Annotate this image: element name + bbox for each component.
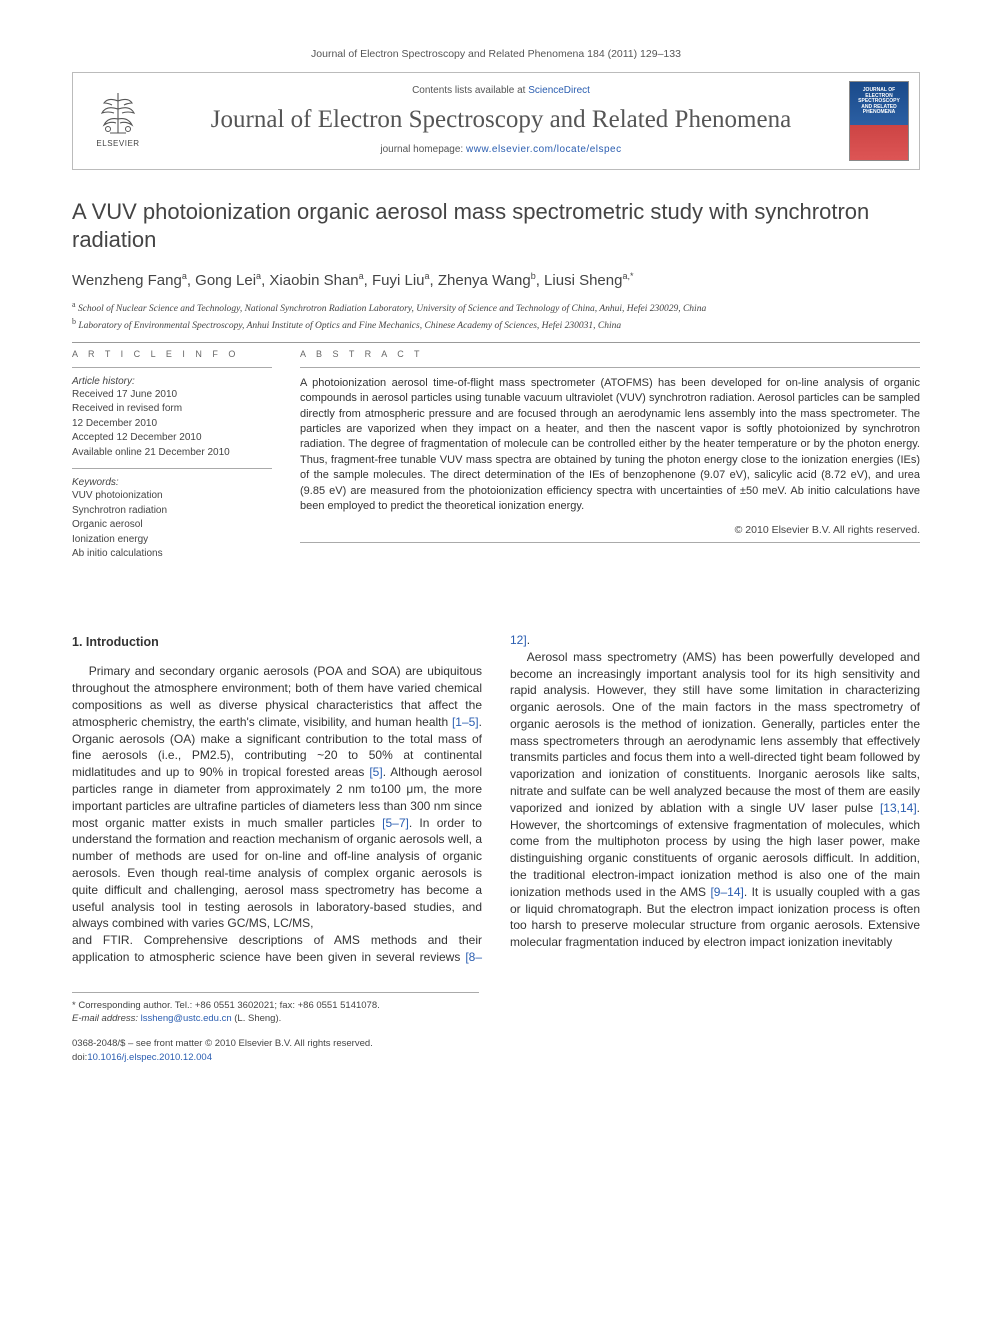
keyword-line: VUV photoionization [72,489,272,504]
masthead-center: Contents lists available at ScienceDirec… [163,73,839,169]
cover-thumb-cell: JOURNAL OF ELECTRON SPECTROSCOPY AND REL… [839,73,919,169]
article-history-label: Article history: [72,376,272,387]
doi-line: doi:10.1016/j.elspec.2010.12.004 [72,1051,920,1064]
info-rule [72,367,272,368]
article-title: A VUV photoionization organic aerosol ma… [72,198,920,253]
abstract-copyright: © 2010 Elsevier B.V. All rights reserved… [300,524,920,536]
email-who: (L. Sheng). [234,1013,281,1024]
doi-link[interactable]: 10.1016/j.elspec.2010.12.004 [87,1052,212,1063]
elsevier-tree-icon [94,89,142,137]
article-history-lines: Received 17 June 2010Received in revised… [72,388,272,461]
keywords-label: Keywords: [72,477,272,488]
author-list: Wenzheng Fanga, Gong Leia, Xiaobin Shana… [72,271,920,289]
article-info-abstract-row: A R T I C L E I N F O Article history: R… [72,349,920,562]
section-heading-introduction: 1. Introduction [72,634,482,652]
bottom-matter: 0368-2048/$ – see front matter © 2010 El… [72,1037,920,1064]
abstract-column: A B S T R A C T A photoionization aeroso… [300,349,920,562]
abstract-text: A photoionization aerosol time-of-flight… [300,376,920,515]
homepage-prefix: journal homepage: [380,144,466,155]
history-line: Available online 21 December 2010 [72,446,272,461]
affiliation-line: b Laboratory of Environmental Spectrosco… [72,316,920,333]
email-label: E-mail address: [72,1013,138,1024]
keyword-line: Ionization energy [72,533,272,548]
email-line: E-mail address: lssheng@ustc.edu.cn (L. … [72,1012,479,1025]
journal-masthead: ELSEVIER Contents lists available at Sci… [72,72,920,170]
publisher-logo-cell: ELSEVIER [73,73,163,169]
keyword-line: Ab initio calculations [72,547,272,562]
body-paragraph: Primary and secondary organic aerosols (… [72,663,482,932]
divider-rule [72,342,920,343]
abstract-rule-bottom [300,542,920,543]
corresponding-author-note: * Corresponding author. Tel.: +86 0551 3… [72,999,479,1012]
cover-thumb-text: JOURNAL OF ELECTRON SPECTROSCOPY AND REL… [854,88,904,116]
keyword-lines: VUV photoionizationSynchrotron radiation… [72,489,272,562]
doi-label: doi: [72,1052,87,1063]
body-paragraph: Aerosol mass spectrometry (AMS) has been… [510,649,920,951]
article-info-column: A R T I C L E I N F O Article history: R… [72,349,272,562]
contents-prefix: Contents lists available at [412,85,528,96]
sciencedirect-link[interactable]: ScienceDirect [528,85,590,96]
history-line: Accepted 12 December 2010 [72,431,272,446]
keyword-line: Organic aerosol [72,518,272,533]
journal-homepage-line: journal homepage: www.elsevier.com/locat… [171,144,831,155]
journal-name: Journal of Electron Spectroscopy and Rel… [171,106,831,135]
journal-homepage-link[interactable]: www.elsevier.com/locate/elspec [466,144,622,155]
corresponding-email-link[interactable]: lssheng@ustc.edu.cn [141,1013,232,1024]
info-rule [72,468,272,469]
publisher-name: ELSEVIER [96,139,139,148]
issn-copyright-line: 0368-2048/$ – see front matter © 2010 El… [72,1037,920,1050]
history-line: Received in revised form [72,402,272,417]
affiliations: a School of Nuclear Science and Technolo… [72,299,920,334]
affiliation-line: a School of Nuclear Science and Technolo… [72,299,920,316]
abstract-rule-top [300,367,920,368]
history-line: Received 17 June 2010 [72,388,272,403]
history-line: 12 December 2010 [72,417,272,432]
keyword-line: Synchrotron radiation [72,504,272,519]
running-head: Journal of Electron Spectroscopy and Rel… [72,48,920,60]
journal-cover-thumb: JOURNAL OF ELECTRON SPECTROSCOPY AND REL… [849,81,909,161]
footnotes: * Corresponding author. Tel.: +86 0551 3… [72,992,479,1026]
elsevier-logo: ELSEVIER [89,89,147,153]
contents-available-line: Contents lists available at ScienceDirec… [171,85,831,96]
article-body-columns: 1. Introduction Primary and secondary or… [72,632,920,966]
article-info-heading: A R T I C L E I N F O [72,349,272,359]
abstract-heading: A B S T R A C T [300,349,920,359]
